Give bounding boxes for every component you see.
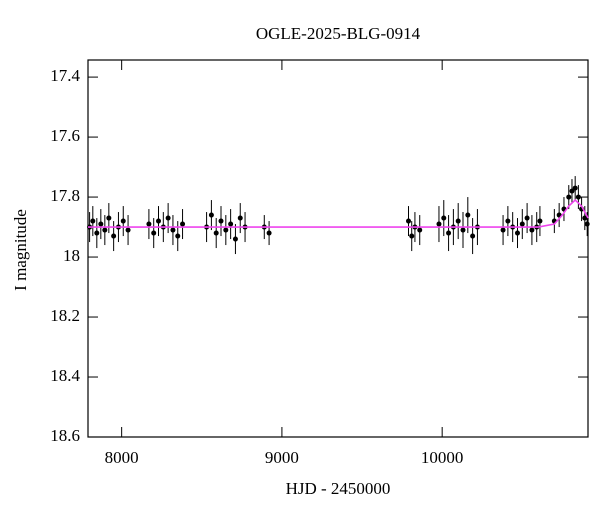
- x-tick-label: 10000: [421, 448, 464, 467]
- data-point: [584, 221, 590, 227]
- data-point: [524, 215, 530, 221]
- data-point: [98, 221, 104, 227]
- y-tick-label: 18: [63, 246, 80, 265]
- data-point: [572, 185, 578, 191]
- data-point: [156, 218, 162, 224]
- data-point: [151, 230, 157, 236]
- data-point: [500, 227, 506, 233]
- model-curve: [88, 198, 589, 228]
- data-point: [228, 221, 234, 227]
- data-point: [266, 230, 272, 236]
- data-point: [436, 221, 442, 227]
- data-point: [519, 221, 525, 227]
- data-point: [170, 227, 176, 233]
- data-point: [237, 215, 243, 221]
- y-tick-label: 17.4: [50, 66, 80, 85]
- data-point: [102, 227, 108, 233]
- y-axis-label: I magnitude: [11, 209, 30, 291]
- data-point: [566, 194, 572, 200]
- data-point: [218, 218, 224, 224]
- data-point: [125, 227, 131, 233]
- data-point: [111, 233, 117, 239]
- data-point: [409, 233, 415, 239]
- y-tick-label: 18.4: [50, 366, 80, 385]
- data-point: [582, 215, 588, 221]
- data-point: [213, 230, 219, 236]
- data-point: [223, 227, 229, 233]
- data-point: [417, 227, 423, 233]
- data-point: [175, 233, 181, 239]
- data-point: [94, 230, 100, 236]
- y-tick-label: 18.6: [50, 426, 80, 445]
- x-axis-label: HJD - 2450000: [286, 479, 391, 498]
- x-tick-label: 9000: [265, 448, 299, 467]
- data-point: [537, 218, 543, 224]
- x-tick-label: 8000: [105, 448, 139, 467]
- data-point: [406, 218, 412, 224]
- data-point: [569, 188, 575, 194]
- data-point: [465, 212, 471, 218]
- data-point: [470, 233, 476, 239]
- chart-title: OGLE-2025-BLG-0914: [256, 24, 421, 43]
- data-point: [180, 221, 186, 227]
- data-point: [165, 215, 171, 221]
- data-point: [232, 236, 238, 242]
- data-point: [455, 218, 461, 224]
- y-tick-label: 17.8: [50, 186, 80, 205]
- data-point: [208, 212, 214, 218]
- y-tick-label: 18.2: [50, 306, 80, 325]
- data-point: [575, 194, 581, 200]
- data-point: [505, 218, 511, 224]
- data-point: [460, 227, 466, 233]
- data-point: [441, 215, 447, 221]
- data-point: [146, 221, 152, 227]
- data-point: [120, 218, 126, 224]
- data-point: [446, 230, 452, 236]
- y-tick-label: 17.6: [50, 126, 80, 145]
- data-point: [90, 218, 96, 224]
- data-point: [514, 230, 520, 236]
- plot-frame: [87, 59, 589, 438]
- data-point: [529, 227, 535, 233]
- data-point: [106, 215, 112, 221]
